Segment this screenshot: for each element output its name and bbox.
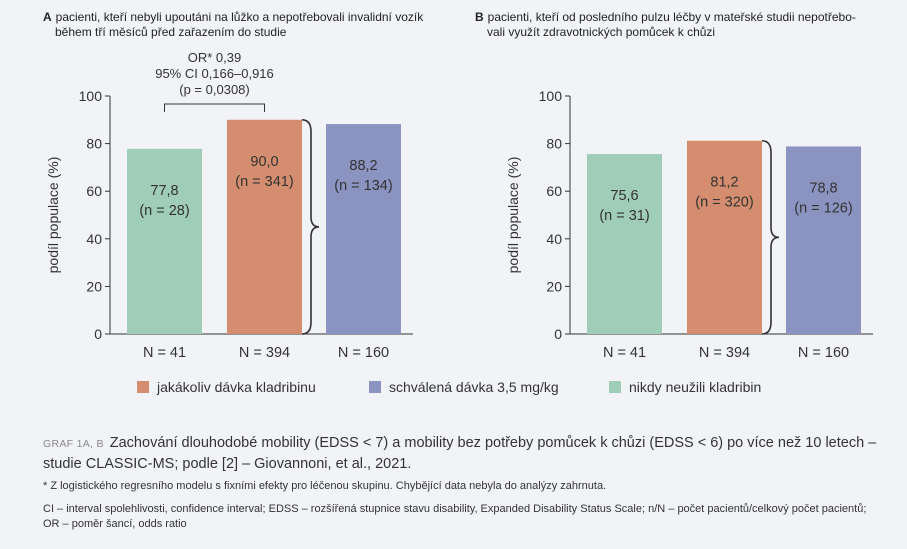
significance-bracket	[164, 103, 265, 112]
panel-b-letter: B	[475, 10, 484, 24]
caption-tag: GRAF 1A, B	[43, 438, 104, 450]
bar-value-label: 75,6	[610, 188, 638, 204]
bar-n-label: (n = 31)	[599, 208, 649, 224]
bar-n-label: (n = 126)	[794, 200, 852, 216]
legend-item-never: nikdy neužili kladribin	[609, 379, 761, 395]
x-category-label: N = 394	[239, 345, 290, 361]
legend-label-never: nikdy neužili kladribin	[629, 379, 762, 395]
bar	[326, 124, 401, 334]
bar-n-label: (n = 320)	[695, 195, 753, 211]
panel-b-title-line2: vali využít zdravotnických pomůcek k chů…	[487, 25, 716, 39]
y-axis-label: podíl populace (%)	[505, 157, 521, 274]
panel-a-title-line2: během tří měsíců před zařazením do studi…	[55, 25, 287, 39]
charts-svg: 0 20 40 60 80 100 podíl populace (%) 77,8 (n = 2…	[45, 50, 873, 361]
x-category-label: N = 41	[143, 345, 186, 361]
y-tick-label: 0	[94, 326, 102, 342]
figure-caption: GRAF 1A, B Zachování dlouhodobé mobility …	[43, 433, 883, 474]
group-brace	[761, 139, 780, 335]
bar-value-label: 81,2	[710, 175, 738, 191]
significance-annotation: OR* 0,39	[188, 50, 241, 65]
panel-a-title-line1: pacienti, kteří nebyli upoutáni na lůžko…	[55, 10, 424, 24]
significance-annotation: 95% CI 0,166–0,916	[155, 66, 274, 81]
bar-value-label: 90,0	[250, 154, 278, 170]
panel-a-letter: A	[43, 10, 52, 24]
x-category-label: N = 41	[603, 345, 646, 361]
bar-value-label: 78,8	[809, 180, 837, 196]
y-tick-label: 80	[546, 136, 562, 152]
y-axis-label: podíl populace (%)	[45, 157, 61, 274]
caption-main-text: Zachování dlouhodobé mobility (EDSS < 7)…	[43, 435, 877, 472]
y-tick-label: 40	[546, 231, 562, 247]
legend-item-any-dose: jakákoliv dávka kladribinu	[137, 379, 316, 395]
legend-swatch-any-dose	[137, 381, 149, 393]
x-category-label: N = 160	[798, 345, 849, 361]
group-brace	[301, 119, 320, 335]
bar-n-label: (n = 28)	[139, 203, 189, 219]
bar	[127, 148, 202, 334]
y-tick-label: 0	[554, 326, 562, 342]
bar	[227, 119, 302, 334]
y-tick-label: 100	[79, 88, 103, 104]
panel-b-title-line1: pacienti, kteří od posledního pulzu léčb…	[487, 10, 856, 24]
y-tick-label: 40	[86, 231, 102, 247]
legend-swatch-never	[609, 381, 621, 393]
caption-footnote: * Z logistického regresního modelu s fix…	[43, 480, 607, 492]
bar	[786, 146, 861, 334]
chart-panel-a: 0 20 40 60 80 100 podíl populace (%) 77,8 (n = 2…	[45, 50, 413, 361]
y-tick-label: 100	[539, 88, 563, 104]
bar-n-label: (n = 134)	[334, 178, 392, 194]
legend-item-approved-dose: schválená dávka 3,5 mg/kg	[369, 379, 559, 395]
bar-n-label: (n = 341)	[235, 174, 293, 190]
caption-abbreviations: CI – interval spolehlivosti, confidence …	[43, 503, 867, 530]
y-tick-label: 20	[546, 278, 562, 294]
bar	[687, 140, 762, 334]
chart-panel-b: 0 20 40 60 80 100 podíl populace (%) 75,6 (n = 3…	[505, 88, 873, 361]
legend-label-approved-dose: schválená dávka 3,5 mg/kg	[389, 379, 559, 395]
significance-annotation: (p = 0,0308)	[179, 82, 249, 97]
bar-value-label: 77,8	[150, 183, 178, 199]
chart-legend: jakákoliv dávka kladribinu schválená dáv…	[0, 379, 907, 399]
x-category-label: N = 160	[338, 345, 389, 361]
bar-value-label: 88,2	[349, 158, 377, 174]
y-tick-label: 80	[86, 136, 102, 152]
y-tick-label: 60	[546, 183, 562, 199]
legend-label-any-dose: jakákoliv dávka kladribinu	[157, 379, 316, 395]
y-tick-label: 20	[86, 278, 102, 294]
y-tick-label: 60	[86, 183, 102, 199]
bar	[587, 154, 662, 334]
x-category-label: N = 394	[699, 345, 750, 361]
legend-swatch-approved-dose	[369, 381, 381, 393]
